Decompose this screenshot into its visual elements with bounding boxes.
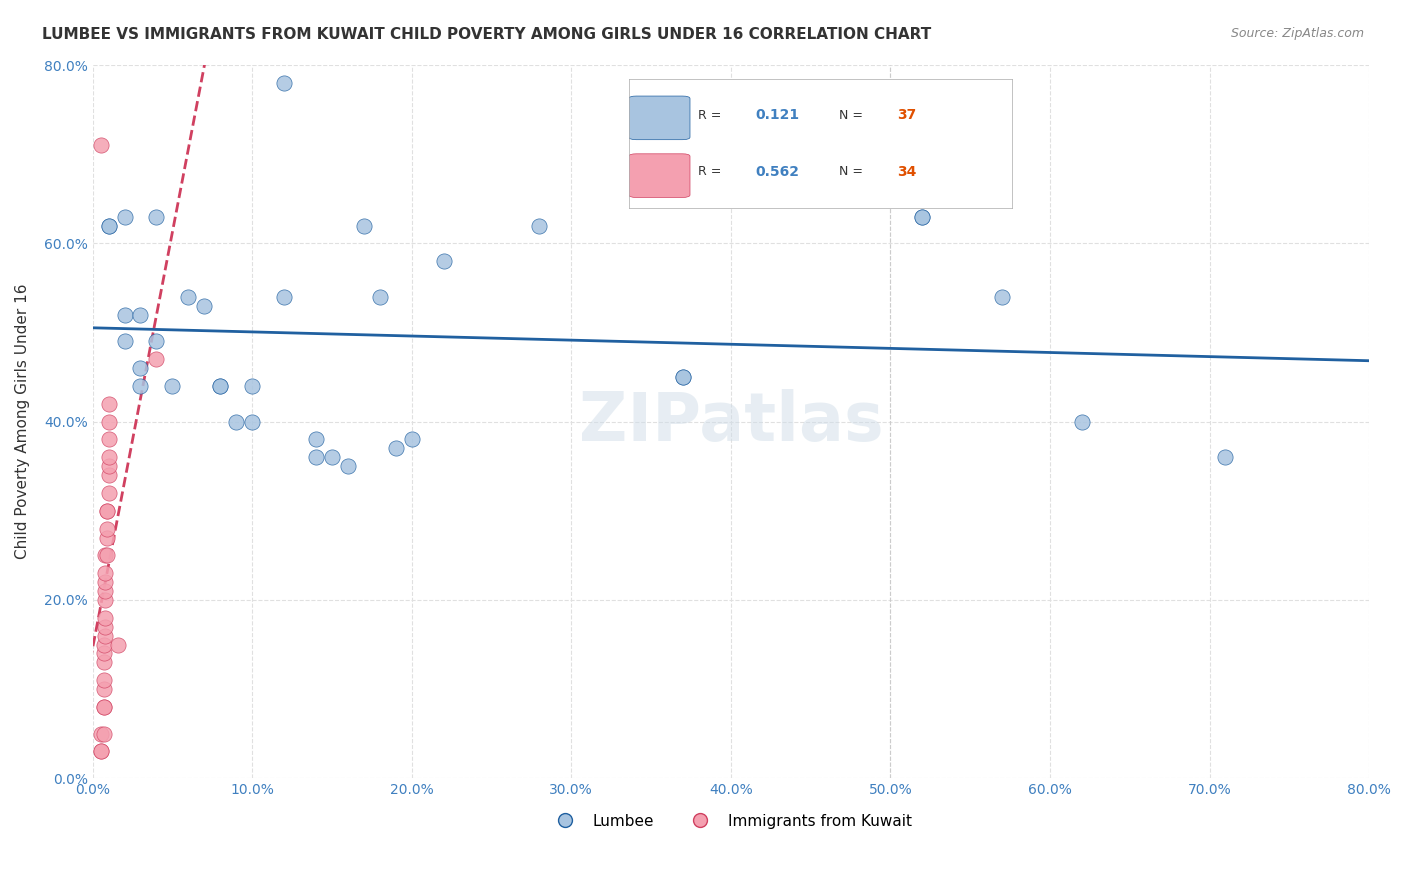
Point [94,611,117,625]
Point [94,584,117,599]
Point [145,334,167,349]
Point [93,700,115,714]
Point [96,504,118,518]
Point [1070,415,1092,429]
Point [529,219,551,233]
Point [672,370,695,384]
Point [129,361,152,376]
Point [97,433,120,447]
Point [90,744,112,758]
Text: ZIPatlas: ZIPatlas [578,389,883,455]
Point [96,549,118,563]
Point [145,210,167,224]
Point [1215,450,1237,465]
Point [96,522,118,536]
Point [177,290,200,304]
Point [96,504,118,518]
Point [93,682,115,697]
Point [305,450,328,465]
Point [94,593,117,607]
Legend: Lumbee, Immigrants from Kuwait: Lumbee, Immigrants from Kuwait [544,807,918,835]
Point [93,638,115,652]
Point [97,219,120,233]
Point [672,370,695,384]
Point [129,379,152,393]
Y-axis label: Child Poverty Among Girls Under 16: Child Poverty Among Girls Under 16 [15,284,30,559]
Point [97,468,120,483]
Point [321,450,343,465]
Point [114,210,136,224]
Point [273,290,295,304]
Point [273,76,295,90]
Point [94,575,117,590]
Point [97,219,120,233]
Point [114,308,136,322]
Point [162,379,184,393]
Point [368,290,391,304]
Point [90,138,112,153]
Point [401,433,423,447]
Point [93,700,115,714]
Point [96,531,118,545]
Text: LUMBEE VS IMMIGRANTS FROM KUWAIT CHILD POVERTY AMONG GIRLS UNDER 16 CORRELATION : LUMBEE VS IMMIGRANTS FROM KUWAIT CHILD P… [42,27,931,42]
Point [209,379,232,393]
Point [90,726,112,740]
Point [911,210,934,224]
Point [129,308,152,322]
Text: Source: ZipAtlas.com: Source: ZipAtlas.com [1230,27,1364,40]
Point [94,549,117,563]
Point [240,379,263,393]
Point [114,334,136,349]
Point [240,415,263,429]
Point [991,290,1014,304]
Point [93,656,115,670]
Point [93,726,115,740]
Point [90,744,112,758]
Point [97,450,120,465]
Point [225,415,247,429]
Point [433,254,456,268]
Point [97,397,120,411]
Point [911,210,934,224]
Point [107,638,129,652]
Point [94,620,117,634]
Point [145,352,167,367]
Point [93,647,115,661]
Point [97,415,120,429]
Point [93,673,115,688]
Point [97,486,120,500]
Point [97,459,120,474]
Point [353,219,375,233]
Point [94,566,117,581]
Point [193,299,215,313]
Point [305,433,328,447]
Point [209,379,232,393]
Point [336,459,359,474]
Point [94,629,117,643]
Point [384,442,406,456]
